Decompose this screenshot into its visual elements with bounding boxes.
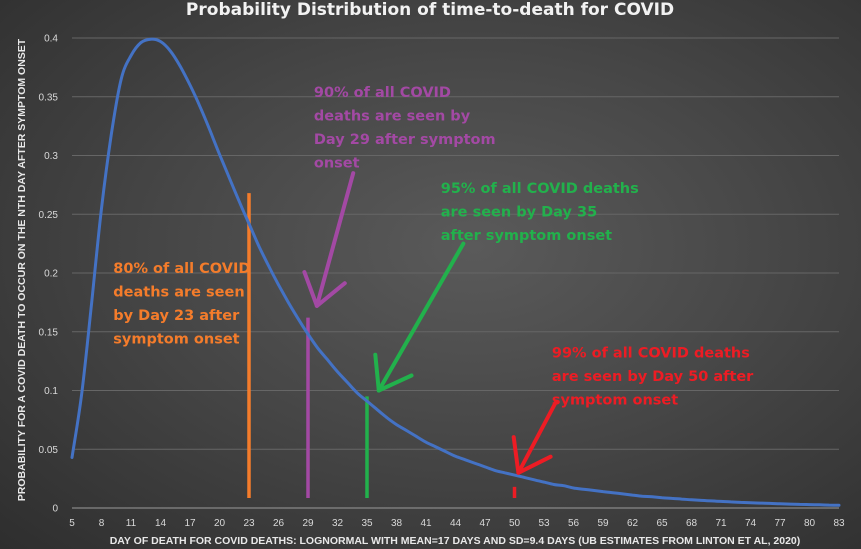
x-tick-label: 71: [715, 518, 727, 529]
x-tick-label: 23: [243, 518, 255, 529]
x-axis-label: DAY OF DEATH FOR COVID DEATHS: LOGNORMAL…: [110, 535, 801, 547]
x-tick-label: 41: [420, 518, 432, 529]
y-tick-label: 0.3: [44, 151, 58, 162]
annotation-line: by Day 23 after: [113, 308, 240, 324]
x-tick-label: 62: [627, 518, 639, 529]
x-tick-label: 5: [69, 518, 75, 529]
x-tick-label: 50: [509, 518, 521, 529]
annotation-text: 80% of all COVID deaths are seen by Day 23…: [113, 261, 250, 348]
annotation-line: are seen by Day 50 after: [552, 369, 754, 385]
annotation-line: symptom onset: [113, 332, 239, 348]
x-tick-label: 68: [686, 518, 698, 529]
annotation-text: 90% of all COVID deaths are seen by Day 29…: [314, 85, 496, 172]
annotation-arrows: [302, 171, 558, 475]
x-axis-ticks: 5 8 11 14 17 20 23 26 29 32 35 38 41 44 47 50 53 56 59 62 65…: [69, 518, 845, 529]
x-tick-label: 83: [833, 518, 845, 529]
x-tick-label: 20: [214, 518, 226, 529]
arrow-head: [511, 435, 553, 475]
annotation-line: 90% of all COVID: [314, 85, 451, 101]
x-tick-label: 74: [745, 518, 757, 529]
x-tick-label: 65: [656, 518, 668, 529]
annotation-line: 80% of all COVID: [113, 261, 250, 277]
annotation-arrow: [302, 171, 356, 308]
annotation-arrow: [373, 241, 466, 393]
x-tick-label: 32: [332, 518, 344, 529]
annotation-line: deaths are seen by: [314, 108, 471, 124]
x-tick-label: 38: [391, 518, 403, 529]
arrow-shaft: [516, 400, 558, 475]
y-tick-label: 0: [52, 504, 58, 515]
y-axis-ticks: 0 0.05 0.1 0.15 0.2 0.25 0.3 0.35 0.4: [39, 34, 59, 515]
annotations: 90% of all COVID deaths are seen by Day 29…: [113, 85, 754, 409]
x-tick-label: 56: [568, 518, 580, 529]
x-tick-label: 29: [302, 518, 314, 529]
y-tick-label: 0.15: [39, 327, 59, 338]
marker-lines: [247, 193, 517, 498]
annotation-line: Day 29 after symptom: [314, 132, 496, 148]
arrow-head: [302, 270, 347, 308]
annotation-line: onset: [314, 155, 360, 171]
y-tick-label: 0.25: [39, 210, 59, 221]
annotation-line: 99% of all COVID deaths: [552, 346, 750, 362]
y-tick-label: 0.4: [44, 34, 58, 45]
annotation-text: 95% of all COVID deaths are seen by Day 3…: [441, 181, 639, 244]
annotation-arrow: [511, 400, 558, 475]
y-tick-label: 0.2: [44, 269, 58, 280]
x-tick-label: 8: [99, 518, 105, 529]
x-tick-label: 47: [479, 518, 491, 529]
arrow-shaft: [376, 241, 466, 393]
x-tick-label: 17: [184, 518, 196, 529]
arrow-head: [373, 352, 414, 393]
x-tick-label: 77: [774, 518, 786, 529]
gridlines: [72, 37, 839, 509]
annotation-line: after symptom onset: [441, 228, 612, 244]
y-axis-label: PROBABILITY FOR A COVID DEATH TO OCCUR O…: [16, 38, 28, 501]
x-tick-label: 80: [804, 518, 816, 529]
x-tick-label: 59: [597, 518, 609, 529]
x-tick-label: 53: [538, 518, 550, 529]
series-line: [70, 37, 841, 507]
x-tick-label: 26: [273, 518, 285, 529]
x-tick-label: 14: [155, 518, 167, 529]
y-tick-label: 0.1: [44, 386, 58, 397]
annotation-line: symptom onset: [552, 393, 678, 409]
annotation-line: are seen by Day 35: [441, 205, 597, 221]
x-tick-label: 35: [361, 518, 373, 529]
arrow-shaft: [314, 171, 356, 308]
x-tick-label: 11: [126, 518, 137, 529]
annotation-text: 99% of all COVID deaths are seen by Day 5…: [552, 346, 754, 409]
annotation-line: 95% of all COVID deaths: [441, 181, 639, 197]
y-tick-label: 0.35: [39, 92, 59, 103]
x-tick-label: 44: [450, 518, 462, 529]
annotation-line: deaths are seen: [113, 285, 244, 301]
y-tick-label: 0.05: [39, 445, 59, 456]
chart-title: Probability Distribution of time-to-deat…: [186, 0, 674, 20]
